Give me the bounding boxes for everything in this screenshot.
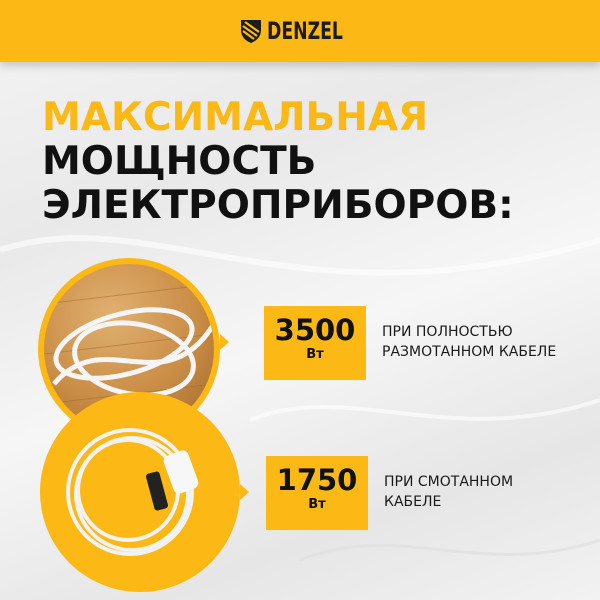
page-title: МАКСИМАЛЬНАЯ МОЩНОСТЬ ЭЛЕКТРОПРИБОРОВ:	[42, 96, 514, 228]
power-value: 1750	[276, 463, 358, 497]
logo-text: DENZEL	[266, 17, 343, 45]
title-line-2: МОЩНОСТЬ	[42, 139, 317, 184]
uncoiled-cable-photo	[38, 258, 220, 440]
shield-logo-icon	[240, 20, 261, 43]
power-value-badge: 1750 Вт	[266, 456, 368, 530]
power-unit: Вт	[308, 497, 326, 512]
pointer-arrow	[240, 484, 249, 500]
condition-line: РАЗМОТАННОМ КАБЕЛЕ	[382, 344, 557, 360]
pointer-arrow	[220, 334, 229, 350]
title-line-1: МАКСИМАЛЬНАЯ	[42, 95, 429, 140]
brand-logo: DENZEL	[239, 17, 362, 45]
header-bar: DENZEL	[0, 0, 600, 62]
condition-line: ПРИ СМОТАННОМ	[384, 474, 514, 490]
condition-line: КАБЕЛЕ	[384, 494, 442, 510]
power-value-badge: 3500 Вт	[264, 306, 366, 380]
power-condition: ПРИ СМОТАННОМ КАБЕЛЕ	[384, 472, 513, 512]
title-line-3: ЭЛЕКТРОПРИБОРОВ:	[42, 183, 514, 228]
power-unit: Вт	[306, 347, 324, 362]
power-value: 3500	[274, 313, 356, 347]
power-condition: ПРИ ПОЛНОСТЬЮ РАЗМОТАННОМ КАБЕЛЕ	[382, 322, 556, 362]
coiled-cable-photo	[40, 392, 240, 592]
condition-line: ПРИ ПОЛНОСТЬЮ	[382, 324, 513, 340]
